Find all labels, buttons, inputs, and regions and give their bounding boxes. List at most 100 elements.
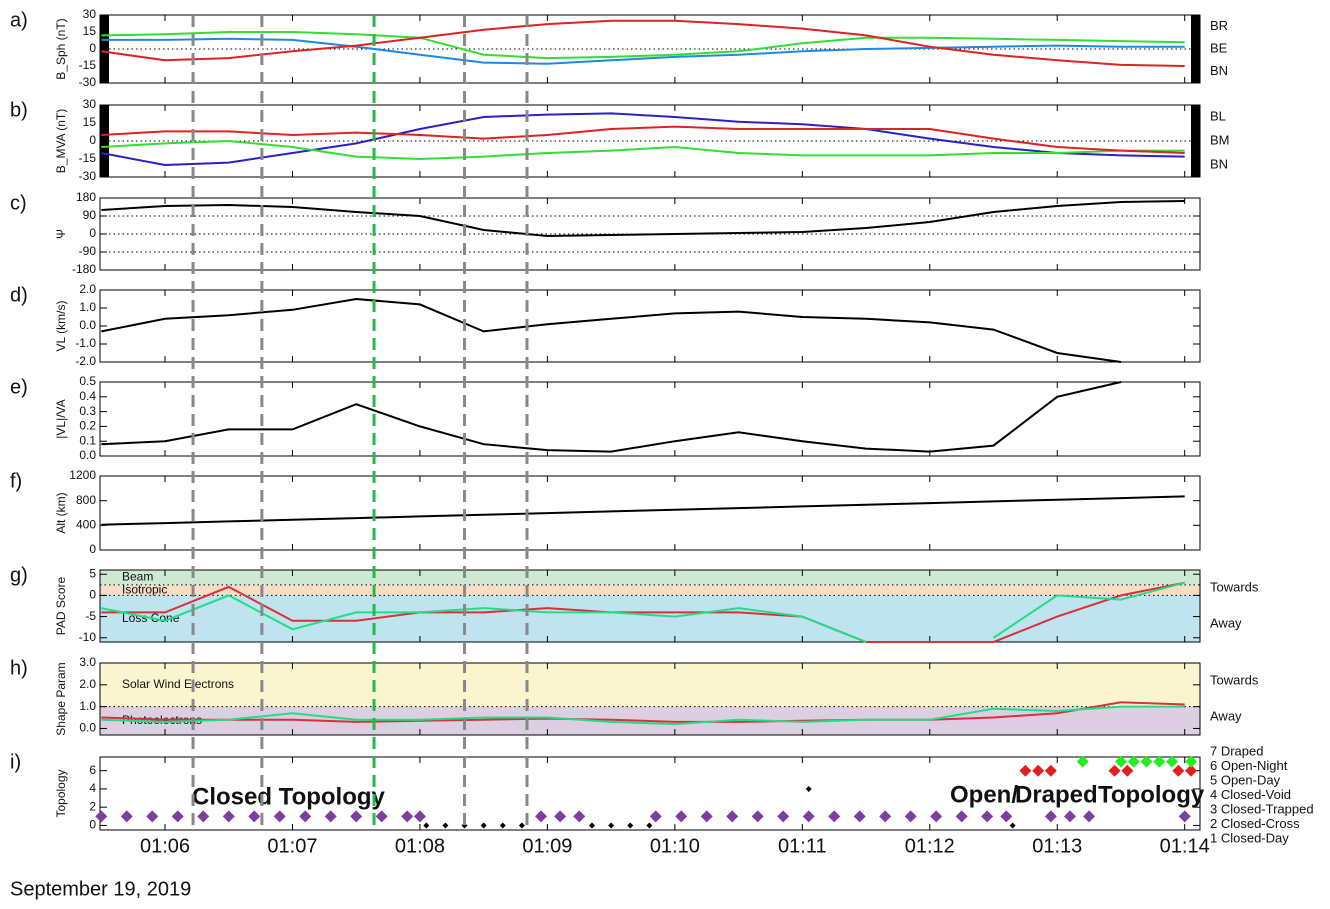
y-tick-label: 0: [89, 226, 96, 240]
y-tick-label: 0.3: [79, 404, 96, 418]
panel-label: b): [10, 99, 28, 121]
x-tick-label: 01:13: [1032, 835, 1082, 857]
y-tick-label: 0.0: [79, 448, 96, 462]
x-tick-label: 01:06: [140, 835, 190, 857]
date: September 19, 2019: [10, 878, 191, 900]
topology-point: [197, 810, 210, 823]
topology-point: [1178, 810, 1191, 823]
topology-point: [1121, 764, 1134, 777]
topology-point: [700, 810, 713, 823]
legend-label: BL: [1210, 108, 1226, 123]
topology-point: [608, 822, 615, 829]
y-tick-label: 400: [76, 518, 96, 532]
topology-point: [299, 810, 312, 823]
topology-point: [955, 810, 968, 823]
y-tick-label: 30: [83, 97, 97, 111]
topology-point: [1165, 755, 1178, 768]
category-label: 4 Closed-Void: [1210, 787, 1291, 802]
topology-point: [1172, 764, 1185, 777]
y-tick-label: -10: [79, 630, 97, 644]
y-tick-label: 2: [89, 799, 96, 813]
band: [100, 663, 1200, 707]
topology-point: [401, 810, 414, 823]
legend-label: BM: [1210, 132, 1230, 147]
legend-label: Towards: [1210, 579, 1259, 594]
topology-point: [518, 822, 525, 829]
legend-label: BE: [1210, 40, 1228, 55]
y-tick-label: 15: [83, 24, 97, 38]
y-tick-label: 0: [89, 542, 96, 556]
data-line: [101, 701, 1185, 723]
y-tick-label: 0.2: [79, 419, 96, 433]
y-tick-label: 30: [83, 7, 97, 21]
y-tick-label: -1.0: [75, 336, 96, 350]
topology-point: [413, 810, 426, 823]
panel-label: c): [10, 192, 27, 214]
y-tick-label: 1.0: [79, 300, 96, 314]
topology-point: [120, 810, 133, 823]
topology-point: [146, 810, 159, 823]
topology-point: [1044, 810, 1057, 823]
band-label: Isotropic: [122, 582, 167, 596]
y-tick-label: 0: [89, 588, 96, 602]
y-tick-label: 5: [89, 566, 96, 580]
topology-point: [324, 810, 337, 823]
legend-label: Away: [1210, 708, 1242, 723]
y-tick-label: 180: [76, 190, 96, 204]
topology-point: [879, 810, 892, 823]
data-line: [101, 581, 1185, 643]
topology-point: [423, 822, 430, 829]
topology-point: [1063, 810, 1076, 823]
panel-frame: [99, 289, 1201, 363]
category-label: 2 Closed-Cross: [1210, 816, 1300, 831]
legend-label: BN: [1210, 156, 1228, 171]
legend-label: BN: [1210, 63, 1228, 78]
topology-point: [499, 822, 506, 829]
y-tick-label: 3.0: [79, 655, 96, 669]
y-tick-label: 2.0: [79, 677, 96, 691]
y-axis-label: Shape Param: [54, 662, 68, 735]
topology-point: [1009, 822, 1016, 829]
panel-label: f): [10, 470, 22, 492]
panel-label: h): [10, 657, 28, 679]
y-tick-label: -2.0: [75, 354, 96, 368]
y-tick-label: 6: [89, 763, 96, 777]
y-axis-label: B_Sph (nT): [54, 18, 68, 79]
topology-point: [675, 810, 688, 823]
panel-label: e): [10, 376, 28, 398]
panel-label: i): [10, 751, 21, 773]
category-label: 6 Open-Night: [1210, 758, 1288, 773]
y-tick-label: 800: [76, 493, 96, 507]
band-label: Solar Wind Electrons: [122, 677, 234, 691]
panel-frame: [99, 381, 1201, 457]
topology-point: [646, 822, 653, 829]
band: [100, 584, 1200, 596]
data-line: [101, 31, 1185, 60]
topology-point: [1153, 755, 1166, 768]
category-label: 1 Closed-Day: [1210, 830, 1289, 845]
topology-point: [1185, 764, 1198, 777]
legend-label: Away: [1210, 615, 1242, 630]
y-axis-label: VL (km/s): [54, 301, 68, 352]
x-tick-label: 01:12: [905, 835, 955, 857]
topology-point: [802, 810, 815, 823]
topology-point: [1019, 764, 1032, 777]
topology-point: [95, 810, 108, 823]
data-line: [101, 19, 1185, 67]
data-line: [101, 112, 1185, 167]
x-tick-label: 01:07: [267, 835, 317, 857]
panel-label: g): [10, 564, 28, 586]
y-tick-label: 0.5: [79, 374, 96, 388]
topology-point: [1083, 810, 1096, 823]
category-label: 5 Open-Day: [1210, 772, 1281, 787]
annotation: Draped: [1015, 781, 1098, 808]
y-tick-label: 0: [89, 818, 96, 832]
annotation: Topology: [1098, 781, 1205, 808]
band: [100, 595, 1200, 642]
category-label: 7 Draped: [1210, 743, 1263, 758]
topology-point: [777, 810, 790, 823]
y-axis-label: Topology: [54, 769, 68, 817]
y-tick-label: 0.4: [79, 389, 96, 403]
y-tick-label: -5: [85, 609, 96, 623]
legend-label: Towards: [1210, 672, 1259, 687]
